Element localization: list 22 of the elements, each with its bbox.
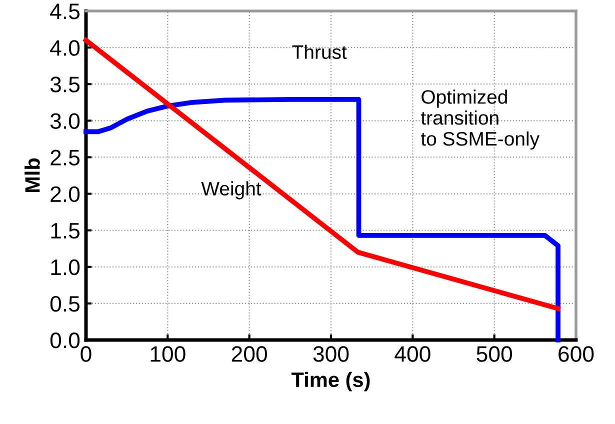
x-tick-label: 400 xyxy=(394,346,430,362)
y-tick-label: 1.5 xyxy=(51,223,80,239)
y-tick-label: 3.5 xyxy=(50,76,80,92)
y-tick-label: 0.0 xyxy=(50,332,80,348)
y-axis-title: Mlb xyxy=(24,158,40,192)
y-tick-label: 2.0 xyxy=(50,186,80,202)
y-tick-label: 0.5 xyxy=(50,296,80,312)
y-tick-label: 1.0 xyxy=(51,259,80,276)
x-tick-label: 600 xyxy=(558,346,594,362)
y-tick-label: 3.0 xyxy=(50,113,80,129)
x-axis-title: Time (s) xyxy=(291,372,370,392)
annotation: Optimized transition to SSME-only xyxy=(420,90,540,150)
y-tick-label: 4.0 xyxy=(50,40,80,56)
x-tick-label: 200 xyxy=(232,346,268,362)
series-label: Weight xyxy=(201,181,262,200)
y-tick-label: 4.5 xyxy=(50,4,80,20)
text: Thrust xyxy=(292,44,347,59)
x-tick-label: 300 xyxy=(313,346,349,362)
y-tick-label: 2.5 xyxy=(50,150,80,166)
x-tick-label: 0 xyxy=(80,346,92,362)
x-tick-label: 100 xyxy=(150,346,186,362)
x-tick-label: 500 xyxy=(476,346,512,362)
